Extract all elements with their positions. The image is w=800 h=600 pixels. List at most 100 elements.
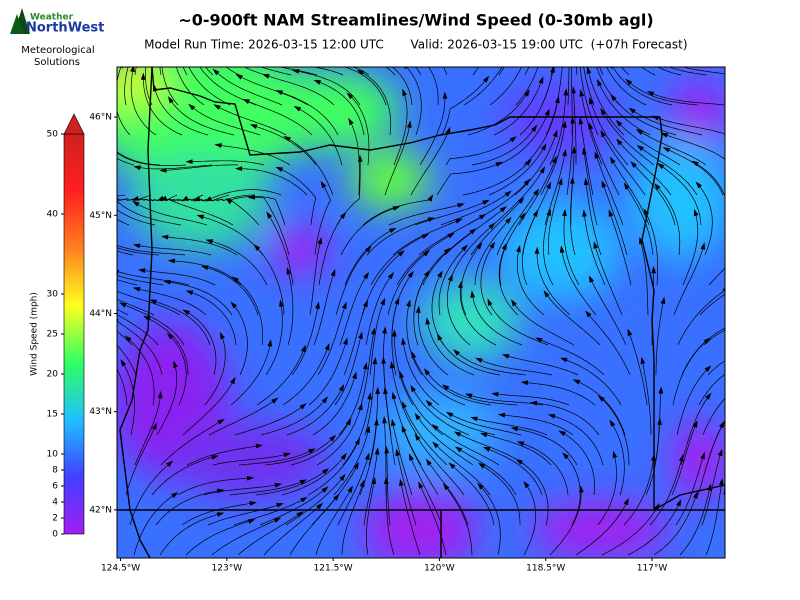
streamline: [264, 439, 332, 466]
stream-arrow: [381, 356, 386, 364]
streamline: [236, 280, 263, 346]
streamline: [210, 189, 282, 200]
colorbar-tick-label: 10: [47, 450, 59, 460]
streamline: [492, 171, 543, 226]
streamline: [540, 339, 605, 376]
stream-arrow: [535, 337, 543, 343]
stream-arrow: [291, 69, 300, 74]
streamline: [268, 75, 335, 106]
streamline: [263, 506, 319, 556]
streamline: [446, 488, 473, 556]
stream-arrow: [217, 418, 225, 425]
stream-arrow: [585, 310, 592, 318]
logo-subtitle: Solutions: [34, 57, 80, 68]
streamline: [243, 67, 266, 76]
streamline: [117, 152, 187, 166]
streamline: [508, 355, 579, 376]
streamline: [514, 304, 575, 346]
stream-arrow: [509, 136, 517, 143]
streamline: [541, 67, 555, 106]
streamline: [174, 260, 242, 286]
colorbar-tick-label: 20: [47, 370, 59, 380]
stream-arrow: [583, 177, 589, 186]
stream-arrow: [255, 443, 264, 449]
stream-arrow: [234, 166, 243, 172]
streamline: [144, 270, 216, 286]
stream-arrow: [491, 391, 499, 397]
stream-arrow: [609, 156, 616, 164]
streamline: [703, 329, 725, 346]
stream-arrow: [361, 53, 369, 58]
axes: 124.5°W 123°W 121.5°W 120°W 118.5°W 117°W 42°N…: [89, 113, 667, 574]
stream-arrow: [87, 229, 94, 236]
stream-arrow: [443, 483, 450, 491]
colorbar-label: Wind Speed (mph): [30, 292, 40, 376]
stream-arrow: [170, 0, 175, 5]
stream-arrow: [593, 0, 598, 6]
stream-arrow: [610, 93, 617, 102]
stream-arrow: [501, 354, 510, 359]
stream-arrow: [470, 290, 476, 298]
streamline: [606, 67, 647, 106]
streamline: [413, 390, 470, 436]
stream-arrow: [151, 422, 157, 431]
colorbar-tick-label: 25: [47, 330, 58, 340]
stream-arrow: [93, 335, 99, 342]
stream-arrow: [372, 356, 378, 365]
stream-arrow: [657, 417, 662, 426]
chart-title: ~0-900ft NAM Streamlines/Wind Speed (0-3…: [178, 11, 653, 30]
streamline: [467, 94, 527, 136]
stream-arrow: [516, 441, 525, 447]
streamline: [257, 248, 285, 316]
streamline: [220, 145, 291, 166]
streamline: [417, 438, 465, 496]
stream-arrow: [266, 211, 273, 219]
stream-arrow: [124, 335, 132, 343]
streamline: [438, 249, 464, 316]
streamline: [429, 404, 496, 436]
logo-subtitle: Meteorological: [21, 45, 94, 56]
streamline: [486, 434, 552, 466]
stream-arrow: [676, 499, 682, 507]
stream-arrow: [695, 181, 703, 189]
stream-arrow: [540, 143, 547, 151]
streamline: [350, 123, 360, 195]
stream-arrow: [375, 386, 381, 394]
streamline: [384, 126, 410, 196]
stream-arrow: [276, 503, 284, 508]
x-tick-label: 118.5°W: [526, 564, 565, 574]
stream-arrow: [657, 56, 664, 62]
streamline: [610, 215, 632, 286]
streamline: [563, 215, 580, 286]
stream-arrow: [732, 447, 737, 455]
stream-arrow: [213, 104, 221, 110]
x-tick-label: 123°W: [212, 564, 243, 574]
streamline: [629, 82, 699, 106]
streamline: [601, 508, 657, 556]
streamline: [427, 373, 492, 406]
streamline: [370, 236, 424, 286]
stream-arrow: [89, 261, 96, 267]
streamline: [627, 504, 679, 556]
stream-arrow: [414, 412, 421, 421]
stream-arrow: [275, 90, 284, 95]
stream-arrow: [365, 245, 372, 253]
stream-arrow: [557, 177, 563, 186]
streamline: [488, 448, 543, 496]
streamline: [211, 241, 268, 286]
streamline: [207, 504, 278, 526]
streamline: [333, 431, 369, 496]
streamline: [299, 108, 343, 166]
stream-arrow: [608, 209, 614, 217]
stream-arrow: [582, 147, 587, 155]
stream-arrow: [501, 242, 507, 251]
streamline: [281, 92, 339, 136]
stream-arrow: [771, 342, 779, 347]
streamline: [514, 135, 556, 196]
streamline: [699, 293, 725, 316]
streamline: [521, 215, 536, 286]
stream-arrow: [431, 423, 439, 431]
streamline: [229, 481, 302, 496]
streamline: [311, 467, 357, 526]
stream-arrow: [445, 126, 451, 135]
